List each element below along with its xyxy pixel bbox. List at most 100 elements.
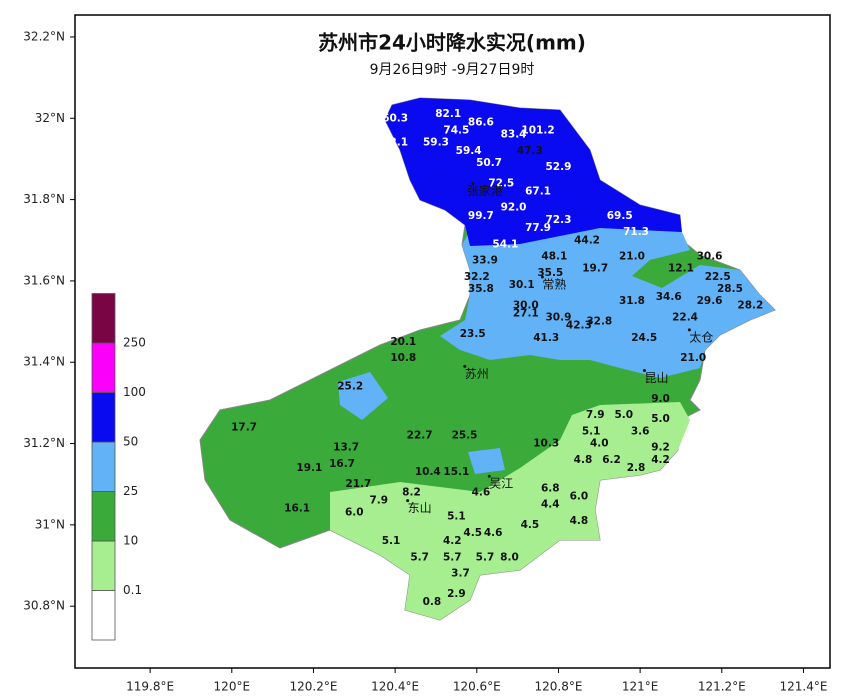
city-name: 昆山 [644, 371, 668, 385]
station-value: 72.5 [488, 177, 514, 189]
area-blue [385, 98, 682, 246]
station-value: 30.0 [513, 299, 539, 311]
station-value: 5.1 [582, 425, 601, 437]
map-layer: 119.8°E 120°E 120.2°E 120.4°E 120.6°E 120.8°E… [23, 29, 827, 693]
station-value: 4.4 [541, 499, 560, 511]
station-value: 60.3 [382, 112, 408, 124]
city-dot [463, 364, 467, 368]
x-tick-label: 120.8°E [534, 680, 582, 694]
legend-label: 100 [123, 385, 146, 399]
city-name: 常熟 [542, 276, 566, 291]
station-value: 4.8 [574, 454, 593, 466]
x-tick-label: 120.6°E [453, 680, 501, 694]
city-name: 张家港 [467, 183, 503, 198]
station-value: 41.3 [533, 332, 559, 344]
station-value: 48.1 [541, 251, 567, 263]
station-value: 5.7 [410, 551, 429, 563]
station-value: 99.7 [468, 210, 494, 222]
station-value: 28.5 [717, 283, 743, 295]
station-value: 54.1 [492, 238, 518, 250]
rain-areas [199, 97, 776, 621]
x-tick-label: 120.2°E [289, 680, 337, 694]
y-tick-label: 31.8°N [23, 192, 65, 206]
station-value: 30.1 [509, 279, 535, 291]
y-tick-label: 32.2°N [23, 29, 65, 43]
city-name: 吴江 [489, 477, 513, 491]
station-value: 15.1 [443, 466, 469, 478]
area-light-blue [440, 228, 775, 378]
station-value: 4.8 [570, 515, 589, 527]
legend-swatch [91, 342, 116, 393]
legend-swatch [91, 293, 116, 344]
legend-label: 25 [123, 484, 138, 498]
city-dot [471, 181, 475, 185]
city-dot [642, 369, 646, 373]
station-value: 34.6 [656, 291, 682, 303]
city-dot [406, 499, 410, 503]
legend-label: 250 [123, 336, 146, 350]
station-value: 19.7 [582, 263, 608, 275]
station-value: 67.1 [525, 185, 551, 197]
area-light-blue-pocket [468, 448, 505, 474]
y-tick-label: 31.2°N [23, 436, 65, 450]
station-value: 23.5 [460, 328, 486, 340]
station-value: 16.1 [284, 503, 310, 515]
legend-label: 50 [123, 435, 138, 449]
station-value: 9.2 [651, 442, 670, 454]
station-value: 5.0 [614, 409, 633, 421]
station-value: 5.1 [382, 535, 401, 547]
city-name: 太仓 [689, 329, 713, 344]
station-value: 16.7 [329, 458, 355, 470]
station-value: 44.2 [574, 234, 600, 246]
station-value: 8.0 [500, 551, 519, 563]
station-value: 27.1 [513, 307, 539, 319]
station-value: 82.1 [435, 108, 461, 120]
station-value: 52.9 [546, 161, 572, 173]
city-dot [540, 275, 544, 279]
station-value: 4.2 [651, 454, 670, 466]
station-value: 47.3 [517, 145, 543, 157]
city-name: 东山 [408, 501, 432, 515]
station-value: 9.0 [651, 393, 670, 405]
legend-swatch [91, 392, 116, 443]
station-value: 24.5 [631, 332, 657, 344]
station-value: 10.4 [415, 466, 441, 478]
station-value: 32.8 [586, 316, 612, 328]
station-value: 7.9 [586, 409, 605, 421]
legend-swatch [91, 491, 116, 542]
x-tick-label: 119.8°E [126, 680, 174, 694]
station-value: 4.6 [472, 486, 491, 498]
station-value: 13.7 [333, 442, 359, 454]
station-value: 5.0 [651, 413, 670, 425]
station-value: 4.0 [590, 438, 609, 450]
station-value: 42.3 [566, 320, 592, 332]
station-value: 7.9 [369, 494, 388, 506]
station-value: 0.8 [423, 596, 442, 608]
city-name: 苏州 [465, 367, 489, 381]
station-value: 4.2 [443, 535, 462, 547]
station-value: 22.4 [672, 312, 698, 324]
station-value: 21.0 [680, 352, 706, 364]
station-value: 8.2 [402, 486, 421, 498]
legend-swatch [91, 590, 116, 641]
station-value: 4.5 [521, 519, 540, 531]
station-value: 2.8 [627, 462, 646, 474]
station-value: 35.8 [468, 283, 494, 295]
y-tick-label: 31°N [35, 517, 65, 531]
station-value: 6.2 [602, 454, 621, 466]
station-value: 72.3 [546, 214, 572, 226]
city-dot [687, 328, 691, 332]
legend-label: 0.1 [123, 583, 142, 597]
station-value: 33.9 [472, 255, 498, 267]
x-tick-label: 121.4°E [779, 680, 827, 694]
station-value: 22.5 [705, 271, 731, 283]
legend-swatch [91, 540, 116, 591]
station-value: 21.7 [345, 478, 371, 490]
legend-label: 10 [123, 534, 138, 548]
station-value: 32.2 [464, 271, 490, 283]
station-value: 30.9 [546, 312, 572, 324]
station-value: 6.8 [541, 482, 560, 494]
station-value: 19.1 [296, 462, 322, 474]
station-value: 28.2 [737, 299, 763, 311]
area-light-green [330, 402, 690, 620]
